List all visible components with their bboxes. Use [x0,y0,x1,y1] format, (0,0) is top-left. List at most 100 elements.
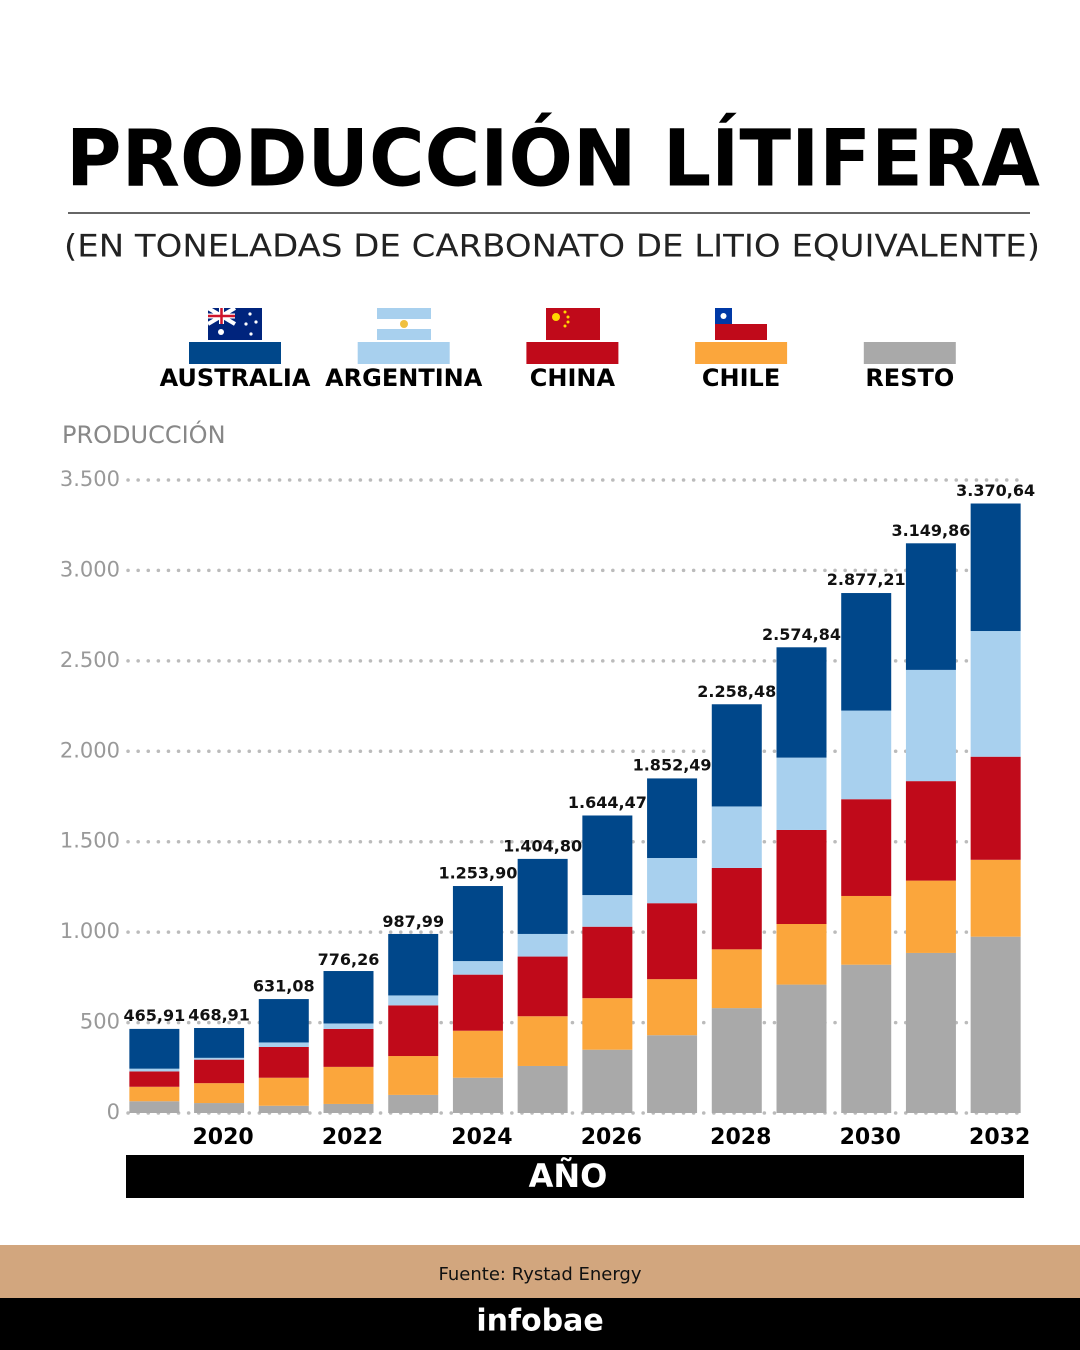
bar-segment [841,710,892,800]
bar-segment [129,1028,180,1069]
total-label: 776,26 [318,950,380,969]
total-label: 1.404,80 [503,836,582,855]
legend-label: ARGENTINA [325,364,483,392]
bar-segment [129,1086,180,1102]
y-tick-label: 3.500 [60,467,120,491]
bar-segment [970,859,1021,937]
total-label: 1.644,47 [568,793,647,812]
bar-segment [970,756,1021,860]
y-tick-label: 0 [107,1100,120,1124]
bar-segment [517,933,568,957]
bar-segment [388,1005,439,1057]
title: PRODUCCIÓN LÍTIFERA [66,112,1040,204]
flag-argentina [377,308,431,340]
x-tick-label: 2028 [710,1125,771,1150]
bar-segment [452,961,503,975]
bar-segment [129,1071,180,1087]
flag-star [218,329,224,335]
flag-star [244,322,248,326]
legend-label: CHINA [530,364,616,392]
bar-segment [970,503,1021,632]
total-label: 2.877,21 [827,570,906,589]
legend-label: RESTO [865,364,954,392]
flag-star [254,320,258,324]
source: Fuente: Rystad Energy [439,1264,642,1285]
bar-segment [582,1049,633,1113]
y-tick-label: 3.000 [60,557,120,581]
flag-star [720,313,727,319]
legend-swatch [695,342,788,364]
flag-star [563,310,567,314]
bar-segment [776,924,827,985]
bar-segment [129,1068,180,1072]
bar-segment [776,829,827,925]
bar-segment [323,1066,374,1104]
bar-segment [905,669,956,782]
x-axis-label: AÑO [529,1157,608,1195]
flag-star [248,312,252,316]
x-tick-label: 2022 [322,1125,383,1150]
bar-segment [517,1016,568,1066]
bar-segment [323,1028,374,1067]
bar-segment [258,1046,309,1078]
flag-star [563,324,567,328]
bar-segment [841,593,892,711]
bar-segment [841,964,892,1113]
grid: 0 500 1.000 1.500 2.000 2.500 3.000 3.500 [60,467,1022,1124]
legend-swatch [357,342,450,364]
bar-segment [194,1103,245,1113]
bar-segment [582,895,633,927]
flag-australia [206,306,262,340]
total-label: 987,99 [382,912,444,931]
bar-segment [323,1103,374,1113]
total-label: 3.370,64 [956,481,1035,500]
legend-label: AUSTRALIA [160,364,311,392]
bar-segment [388,1094,439,1113]
bar-segment [905,543,956,670]
bar-segment [258,999,309,1043]
legend-swatch [526,342,619,364]
bar-segment [452,1030,503,1078]
subtitle: (EN TONELADAS DE CARBONATO DE LITIO EQUI… [64,229,1040,265]
bar-segment [776,647,827,758]
bar-segment [647,857,698,904]
flag-stripe [377,308,431,319]
legend: AUSTRALIA ARGENTINA CHINA CHILE RESTO [160,342,956,392]
total-label: 2.574,84 [762,625,841,644]
bar-segment [194,1027,245,1058]
bar-segment [323,1023,374,1029]
x-axis-band [126,1155,1024,1198]
total-label: 1.253,90 [438,864,517,883]
bar-segment [582,926,633,999]
bar-segment [841,799,892,896]
flag-stripe [377,329,431,340]
total-label: 3.149,86 [891,521,970,540]
legend-swatch [189,342,281,364]
flag-star [249,332,253,336]
x-tick-label: 2024 [451,1125,512,1150]
y-tick-label: 1.500 [60,829,120,853]
bar-segment [323,971,374,1024]
bar-segment [841,895,892,965]
total-label: 1.852,49 [633,755,712,774]
bar-segment [452,974,503,1031]
bar-segment [258,1077,309,1106]
bar-segment [647,1035,698,1113]
bar-segment [517,858,568,934]
bar-segment [517,1065,568,1113]
bar-segment [582,815,633,896]
bar-segment [194,1083,245,1104]
x-tick-label: 2032 [969,1125,1030,1150]
flags [206,306,767,340]
y-tick-label: 500 [80,1010,120,1034]
x-tick-label: 2020 [192,1125,253,1150]
total-label: 468,91 [188,1006,250,1025]
bar-segment [711,949,762,1009]
flag-sun [400,320,408,328]
bar-segment [711,704,762,807]
source-band [0,1245,1080,1298]
flag-star [566,315,570,319]
bar-segment [647,979,698,1036]
